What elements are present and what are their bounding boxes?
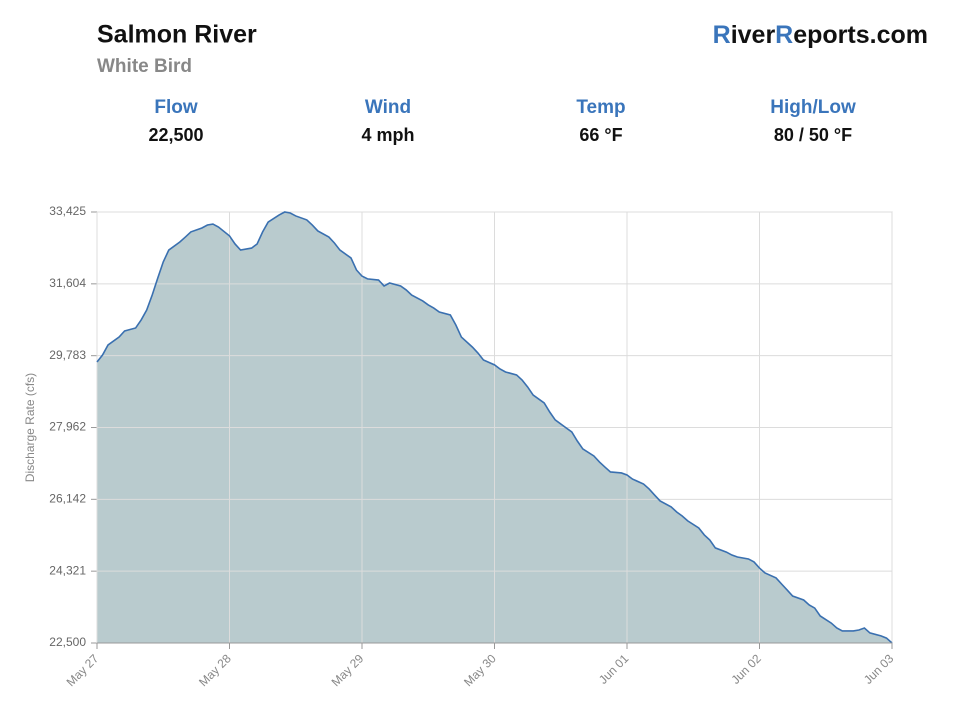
stat-value: 66 °F: [579, 125, 622, 145]
logo-part: R: [775, 21, 793, 49]
x-tick-label: Jun 01: [596, 651, 632, 687]
y-tick-label: 26,142: [49, 491, 86, 505]
y-tick-label: 27,962: [49, 420, 86, 434]
stat-value: 80 / 50 °F: [774, 125, 852, 145]
flow-line: [96, 211, 893, 644]
x-tick-label: May 27: [64, 651, 102, 689]
stat-value: 22,500: [148, 125, 203, 145]
y-axis-label: Discharge Rate (cfs): [23, 373, 37, 482]
river-subtitle: White Bird: [97, 56, 192, 77]
x-tick-label: Jun 02: [728, 651, 764, 687]
x-tick-label: Jun 03: [861, 651, 897, 687]
stat-label: Temp: [576, 97, 625, 118]
logo-part: eports.com: [793, 21, 928, 49]
plot: 22,500 24,321 26,142 27,962 29,783 31,604 33,4…: [23, 204, 896, 689]
stats: Flow 22,500 Wind 4 mph Temp 66 °F High/Low 80 /…: [148, 97, 855, 145]
stat-label: Flow: [154, 97, 197, 118]
y-tick-label: 29,783: [49, 348, 86, 362]
x-tick-label: May 29: [329, 651, 367, 689]
y-tick-label: 31,604: [49, 276, 86, 290]
y-tick-label: 24,321: [49, 563, 86, 577]
x-tick-label: May 30: [461, 651, 499, 689]
stat-value: 4 mph: [361, 125, 414, 145]
stat-label: Wind: [365, 97, 411, 118]
y-tick-label: 33,425: [49, 204, 86, 218]
logo-part: R: [713, 21, 731, 49]
river-title: Salmon River: [97, 21, 257, 49]
x-tick-label: May 28: [196, 651, 234, 689]
logo-part: iver: [731, 21, 776, 49]
y-tick-label: 22,500: [49, 635, 86, 649]
stat-label: High/Low: [770, 97, 856, 118]
logo: RiverReports.com: [713, 21, 928, 49]
